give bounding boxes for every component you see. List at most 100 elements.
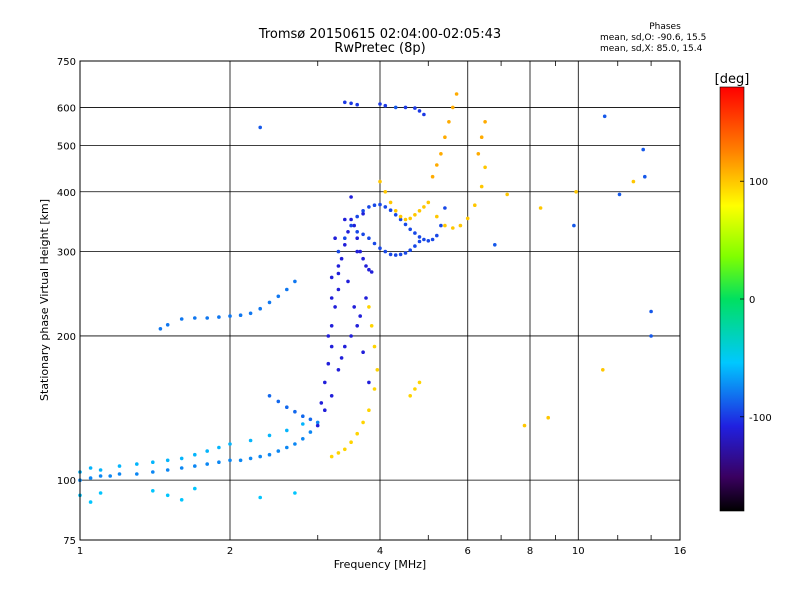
data-point [228, 314, 232, 318]
data-point [117, 464, 122, 468]
data-point [372, 344, 377, 349]
data-point [193, 316, 197, 320]
data-point [458, 223, 463, 228]
data-point [258, 306, 263, 311]
data-point [408, 248, 413, 252]
data-point [276, 399, 281, 404]
data-point [413, 244, 417, 248]
data-point [422, 237, 426, 242]
data-point [258, 454, 263, 459]
data-point [601, 368, 605, 372]
phase-stats-title: Phases [649, 22, 681, 32]
data-point [238, 458, 243, 463]
data-point [417, 209, 422, 213]
data-point [369, 324, 374, 328]
data-point [372, 203, 377, 207]
data-point [546, 415, 550, 420]
data-point [435, 214, 439, 219]
data-point [476, 152, 481, 156]
data-point [493, 243, 497, 247]
y-tick-label: 400 [57, 188, 76, 199]
data-point [367, 380, 371, 385]
data-point [355, 230, 360, 234]
data-point [285, 445, 289, 450]
data-point [319, 401, 324, 405]
data-point [293, 442, 297, 446]
data-point [483, 165, 487, 170]
data-point [343, 217, 347, 222]
data-point [248, 456, 253, 461]
data-point [343, 447, 347, 452]
data-point [408, 394, 413, 398]
data-point [349, 440, 353, 445]
y-tick-label: 750 [57, 57, 76, 68]
data-point [367, 205, 371, 209]
data-point [333, 236, 337, 240]
data-point [443, 223, 447, 228]
data-point [361, 350, 365, 355]
data-point [336, 249, 341, 254]
data-point [617, 192, 622, 197]
data-point [205, 462, 209, 466]
data-point [228, 442, 232, 446]
data-point [343, 344, 347, 349]
data-point [479, 184, 484, 189]
x-tick-label: 10 [572, 546, 585, 557]
data-point [398, 252, 403, 257]
data-point [641, 147, 645, 152]
data-point [403, 251, 408, 255]
data-point [378, 246, 382, 250]
y-axis-label: Stationary phase Virtual Height [km] [38, 199, 51, 401]
data-point [326, 361, 331, 366]
data-point [378, 202, 382, 207]
data-point [649, 334, 653, 338]
data-point [323, 380, 327, 385]
x-tick-label: 1 [77, 546, 83, 557]
data-point [473, 203, 477, 207]
data-point [326, 334, 331, 338]
data-point [403, 217, 408, 222]
data-point [393, 213, 398, 217]
data-point [349, 223, 353, 228]
chart-title: Tromsø 20150615 02:04:00-02:05:43 [258, 27, 502, 42]
data-point [413, 231, 417, 235]
data-point [193, 486, 197, 491]
data-point [454, 92, 459, 96]
data-point [439, 152, 443, 156]
x-tick-label: 2 [227, 546, 233, 557]
data-point [375, 368, 380, 372]
data-point [369, 270, 374, 274]
data-point [267, 394, 272, 398]
data-point [422, 205, 426, 209]
data-point [293, 491, 297, 495]
data-point [98, 468, 103, 472]
data-point [158, 327, 163, 331]
data-point [393, 209, 398, 213]
data-point [355, 324, 360, 328]
data-point [355, 249, 360, 254]
data-point [285, 287, 289, 292]
data-point [367, 267, 371, 272]
data-point [358, 314, 363, 318]
x-tick-label: 4 [377, 546, 383, 557]
data-point [88, 476, 93, 480]
data-point [179, 456, 184, 461]
data-point [430, 174, 435, 179]
data-point [248, 438, 253, 443]
data-point [631, 179, 636, 184]
data-point [505, 192, 510, 197]
data-point [179, 498, 184, 502]
data-point [364, 296, 368, 300]
data-point [413, 213, 417, 217]
data-point [367, 236, 371, 240]
data-point [522, 423, 527, 428]
data-point [483, 120, 487, 124]
data-point [349, 195, 353, 199]
data-point [451, 105, 455, 110]
data-point [205, 316, 209, 320]
data-point [417, 380, 422, 385]
data-point [430, 237, 435, 242]
data-point [426, 239, 431, 243]
colorbar-ticks: 100 0 -100 [740, 177, 772, 424]
